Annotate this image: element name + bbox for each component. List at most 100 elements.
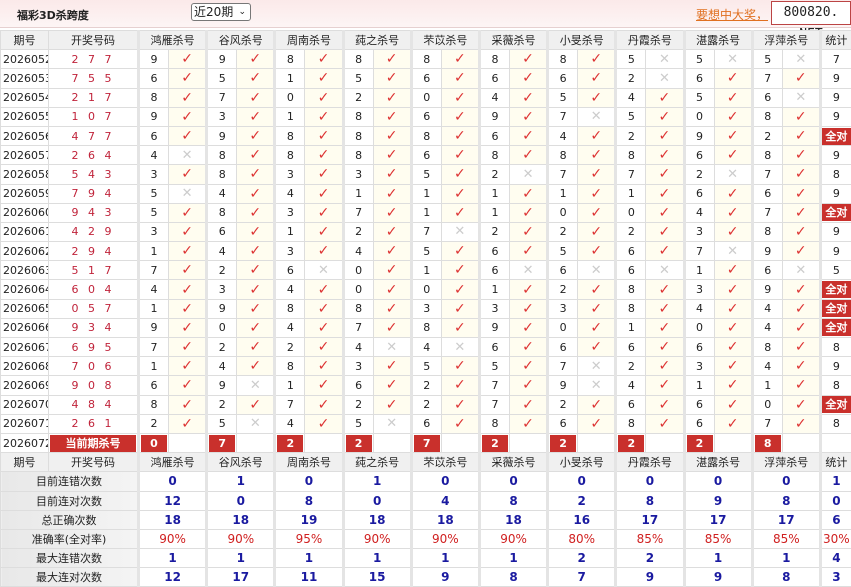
period-select[interactable]: 近20期⌄ [191,3,251,21]
current-kill-cell: 2 [343,433,373,452]
kill-number: 8 [548,50,578,69]
kill-number: 8 [275,50,305,69]
summary-value: 9 [411,568,479,587]
check-icon: ✓ [454,262,466,278]
result-cell: ✓ [509,146,547,165]
kill-number: 1 [275,69,305,88]
result-cell: ✓ [714,376,752,395]
result-cell: ✓ [305,184,343,203]
kill-number: 0 [684,318,714,337]
summary-value: 0 [139,472,207,491]
draw-number: 7 0 6 [49,357,139,376]
cross-icon: ✕ [727,52,738,67]
result-cell: ✓ [714,146,752,165]
kill-number: 8 [752,222,782,241]
kill-number: 5 [479,357,509,376]
ad-link[interactable]: 要想中大奖， [696,6,768,23]
kill-number: 8 [479,146,509,165]
col-header-expert: 丹霞杀号 [616,453,684,472]
summary-value: 1 [343,472,411,491]
check-icon: ✓ [249,397,261,413]
kill-number: 3 [275,165,305,184]
check-icon: ✓ [318,301,330,317]
result-cell: ✓ [373,395,411,414]
check-icon: ✓ [454,416,466,432]
check-icon: ✓ [318,128,330,144]
empty-cell [820,433,851,452]
current-kill-number: 2 [346,435,372,452]
check-icon: ✓ [727,128,739,144]
result-cell: ✓ [782,299,820,318]
summary-value: 17 [684,510,752,529]
result-cell: ✓ [509,299,547,318]
result-cell: ✕ [441,338,479,357]
summary-value: 1 [411,549,479,568]
check-icon: ✓ [727,147,739,163]
col-header-expert: 鸿雁杀号 [139,31,207,50]
result-cell: ✓ [509,222,547,241]
check-icon: ✓ [386,186,398,202]
current-kill-cell: 2 [548,433,578,452]
summary-label: 总正确次数 [1,510,139,529]
check-icon: ✓ [454,358,466,374]
kill-number: 7 [548,107,578,126]
site-logo: 800820. NET [771,1,851,25]
check-icon: ✓ [727,90,739,106]
check-icon: ✓ [181,262,193,278]
result-cell: ✓ [578,299,616,318]
kill-number: 4 [343,338,373,357]
result-cell: ✓ [646,107,684,126]
check-icon: ✓ [795,243,807,259]
current-kill-cell: 2 [479,433,509,452]
result-cell: ✓ [782,357,820,376]
result-cell: ✓ [714,318,752,337]
footer-header-row: 期号开奖号码鸿雁杀号谷风杀号周南杀号莼之杀号芣苡杀号采薇杀号小旻杀号丹霞杀号湛露… [1,453,851,472]
check-icon: ✓ [318,70,330,86]
summary-label: 目前连错次数 [1,472,139,491]
check-icon: ✓ [181,377,193,393]
kill-number: 8 [343,146,373,165]
check-icon: ✓ [454,147,466,163]
check-icon: ✓ [454,282,466,298]
check-icon: ✓ [590,205,602,221]
result-cell: ✓ [237,107,275,126]
kill-number: 0 [616,203,646,222]
current-kill-label-cell: 当前期杀号 [49,433,139,452]
check-icon: ✓ [318,243,330,259]
result-cell: ✓ [646,222,684,241]
check-icon: ✓ [659,90,671,106]
check-icon: ✓ [659,397,671,413]
stat-cell: 9 [820,242,851,261]
all-correct-badge: 全对 [822,319,851,336]
kill-number: 2 [207,395,237,414]
check-icon: ✓ [522,224,534,240]
empty-cell [509,433,547,452]
summary-value: 1 [275,549,343,568]
result-cell: ✓ [714,203,752,222]
current-kill-number: 8 [755,435,781,452]
kill-number: 8 [275,146,305,165]
summary-value: 17 [616,510,684,529]
current-kill-number: 2 [550,435,576,452]
col-header-stat: 统计 [820,453,851,472]
cross-icon: ✕ [795,90,806,105]
kill-number: 6 [684,338,714,357]
result-cell: ✓ [169,395,207,414]
empty-cell [305,433,343,452]
result-cell: ✕ [169,146,207,165]
kill-number: 5 [139,184,169,203]
empty-cell [373,433,411,452]
check-icon: ✓ [522,128,534,144]
kill-number: 2 [207,261,237,280]
kill-number: 8 [752,146,782,165]
kill-number: 6 [207,222,237,241]
check-icon: ✓ [522,282,534,298]
kill-number: 9 [139,107,169,126]
issue-number: 2026072 [1,433,49,452]
result-cell: ✓ [646,242,684,261]
